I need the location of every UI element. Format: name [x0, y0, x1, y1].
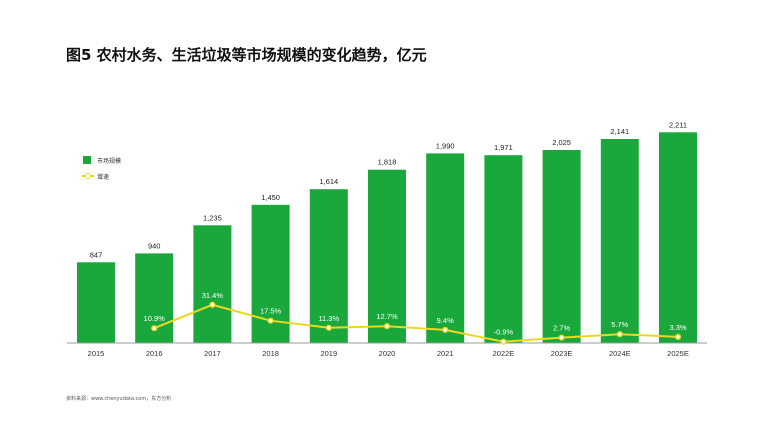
bar-2023E	[542, 150, 581, 343]
legend-item-line: 增速	[82, 170, 121, 182]
x-tick-label-2022E: 2022E	[493, 349, 515, 358]
growth-point-2024E	[616, 331, 623, 338]
growth-label-2016: 10.9%	[144, 314, 166, 323]
bar-value-label-2015: 847	[90, 250, 103, 259]
bar-value-label-2021: 1,990	[436, 141, 455, 150]
growth-label-2018: 17.5%	[260, 307, 282, 316]
growth-point-2021	[442, 326, 449, 334]
growth-label-2023E: 2.7%	[553, 324, 570, 333]
bar-2017	[193, 225, 232, 343]
bar-value-label-2019: 1,614	[319, 177, 338, 186]
growth-label-2024E: 5.7%	[611, 320, 628, 329]
chart-title: 图5 农村水务、生活垃圾等市场规模的变化趋势，亿元	[66, 46, 427, 64]
growth-label-2019: 11.3%	[318, 314, 339, 323]
bar-value-label-2020: 1,818	[378, 158, 397, 167]
source-note: 资料来源：www.chenyudata.com，东方分析	[66, 396, 172, 402]
x-tick-label-2025E: 2025E	[667, 349, 689, 358]
x-tick-label-2021: 2021	[437, 349, 454, 358]
bar-value-label-2024E: 2,141	[610, 127, 629, 136]
x-tick-label-2023E: 2023E	[551, 349, 573, 358]
bar-value-label-2025E: 2,211	[669, 120, 687, 129]
bar-2022E	[484, 155, 523, 343]
bar-value-label-2022E: 1,971	[494, 143, 513, 152]
x-tick-label-2019: 2019	[320, 349, 337, 358]
bar-value-label-2016: 940	[148, 241, 161, 250]
legend-line-swatch	[82, 172, 94, 180]
legend: 市场规模 增速	[82, 154, 121, 186]
growth-point-2018	[267, 317, 274, 324]
legend-bar-swatch	[83, 156, 91, 164]
bar-2015	[77, 262, 115, 343]
growth-label-2025E: 3.3%	[669, 323, 686, 332]
bar-value-label-2018: 1,450	[261, 193, 280, 202]
bar-2025E	[659, 132, 697, 343]
growth-point-2023E	[558, 334, 565, 341]
bar-2024E	[600, 139, 639, 343]
growth-label-2021: 9.4%	[437, 316, 454, 325]
bar-2021	[426, 153, 465, 343]
growth-line	[153, 303, 679, 343]
x-tick-label-2018: 2018	[262, 349, 279, 358]
bar-2020	[368, 169, 406, 343]
growth-point-2019	[325, 324, 332, 331]
bar-value-label-2023E: 2,025	[552, 138, 571, 147]
legend-line-label: 增速	[97, 173, 110, 181]
growth-point-2025E	[674, 333, 682, 341]
growth-point-2020	[383, 323, 391, 330]
growth-label-2022E: -0.9%	[494, 328, 514, 337]
x-tick-label-2024E: 2024E	[609, 349, 631, 358]
x-tick-label-2015: 2015	[88, 349, 105, 358]
growth-point-2022E	[500, 338, 507, 345]
growth-label-2017: 31.4%	[202, 291, 224, 300]
growth-point-2016	[151, 325, 158, 332]
x-tick-label-2017: 2017	[204, 349, 221, 358]
x-tick-label-2016: 2016	[146, 349, 163, 358]
legend-item-bar: 市场规模	[82, 154, 121, 166]
bar-value-label-2017: 1,235	[203, 213, 222, 222]
growth-point-2017	[209, 301, 216, 308]
growth-label-2020: 12.7%	[376, 312, 398, 321]
x-tick-label-2020: 2020	[379, 349, 396, 358]
bar-2019	[309, 189, 348, 343]
legend-bar-label: 市场规模	[97, 157, 122, 165]
